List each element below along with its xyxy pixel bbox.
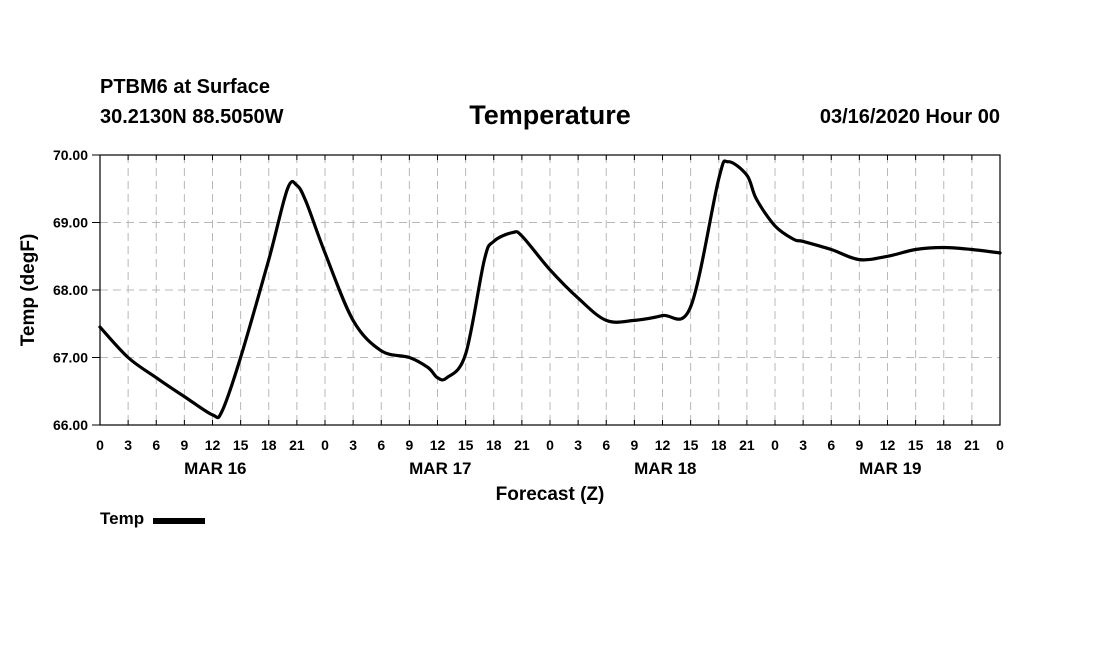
x-tick-label: 18 bbox=[261, 437, 277, 453]
chart-title: Temperature bbox=[469, 100, 631, 130]
x-tick-label: 0 bbox=[96, 437, 104, 453]
date-label: MAR 19 bbox=[859, 459, 921, 478]
x-tick-label: 12 bbox=[880, 437, 896, 453]
legend-swatch bbox=[153, 517, 206, 524]
x-tick-label: 21 bbox=[739, 437, 755, 453]
x-tick-label: 3 bbox=[124, 437, 132, 453]
legend-label: Temp bbox=[100, 509, 145, 528]
y-tick-label: 66.00 bbox=[53, 417, 88, 433]
x-tick-label: 18 bbox=[936, 437, 952, 453]
x-axis-label: Forecast (Z) bbox=[496, 484, 605, 505]
y-tick-label: 70.00 bbox=[53, 147, 88, 163]
station-label: PTBM6 at Surface bbox=[100, 76, 271, 98]
x-tick-label: 6 bbox=[377, 437, 385, 453]
grid-lines bbox=[100, 155, 1000, 425]
x-tick-label: 18 bbox=[711, 437, 727, 453]
date-labels: MAR 16 MAR 17 MAR 18 MAR 19 bbox=[184, 459, 921, 478]
x-tick-label: 9 bbox=[405, 437, 413, 453]
x-tick-label: 21 bbox=[964, 437, 980, 453]
y-tick-label: 69.00 bbox=[53, 215, 88, 231]
x-tick-label: 3 bbox=[799, 437, 807, 453]
temp-series-line bbox=[98, 159, 1002, 420]
x-tick-label: 0 bbox=[321, 437, 329, 453]
x-tick-label: 12 bbox=[655, 437, 671, 453]
forecast-datetime: 03/16/2020 Hour 00 bbox=[819, 106, 1000, 128]
x-tick-label: 21 bbox=[289, 437, 305, 453]
x-tick-label: 3 bbox=[574, 437, 582, 453]
x-tick-label: 12 bbox=[205, 437, 221, 453]
legend: Temp bbox=[100, 509, 206, 529]
x-tick-label: 15 bbox=[233, 437, 249, 453]
y-axis-ticks: 66.00 67.00 68.00 69.00 70.00 bbox=[53, 147, 100, 433]
x-tick-label: 15 bbox=[683, 437, 699, 453]
x-axis-ticks: 0 3 6 9 12 15 18 21 0 3 6 9 12 15 18 21 0 3 6 9 12 15 18 21 0 3 6 9… bbox=[96, 155, 1004, 453]
x-tick-label: 15 bbox=[458, 437, 474, 453]
x-tick-label: 9 bbox=[855, 437, 863, 453]
date-label: MAR 18 bbox=[634, 459, 696, 478]
x-tick-label: 3 bbox=[349, 437, 357, 453]
y-axis-label: Temp (degF) bbox=[18, 234, 39, 347]
x-tick-label: 9 bbox=[630, 437, 638, 453]
coordinates-label: 30.2130N 88.5050W bbox=[100, 106, 284, 128]
date-label: MAR 16 bbox=[184, 459, 246, 478]
x-tick-label: 21 bbox=[514, 437, 530, 453]
x-tick-label: 6 bbox=[827, 437, 835, 453]
x-tick-label: 9 bbox=[180, 437, 188, 453]
x-tick-label: 0 bbox=[771, 437, 779, 453]
x-tick-label: 6 bbox=[152, 437, 160, 453]
date-label: MAR 17 bbox=[409, 459, 471, 478]
plot-frame bbox=[99, 154, 1001, 426]
x-tick-label: 0 bbox=[546, 437, 554, 453]
y-tick-label: 68.00 bbox=[53, 282, 88, 298]
x-tick-label: 15 bbox=[908, 437, 924, 453]
x-tick-label: 6 bbox=[602, 437, 610, 453]
x-tick-label: 12 bbox=[430, 437, 446, 453]
x-tick-label: 0 bbox=[996, 437, 1004, 453]
y-tick-label: 67.00 bbox=[53, 350, 88, 366]
x-tick-label: 18 bbox=[486, 437, 502, 453]
